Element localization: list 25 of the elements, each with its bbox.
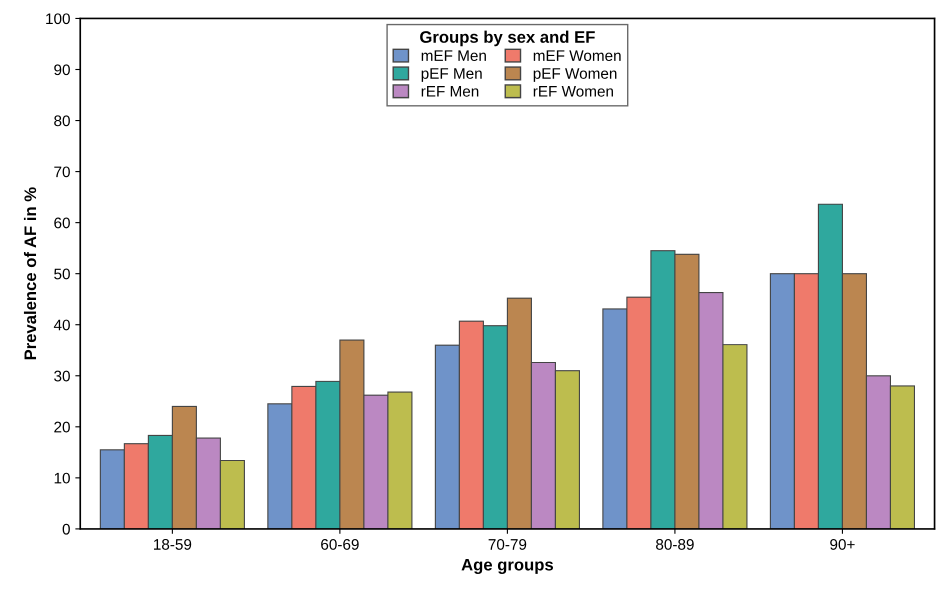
y-tick-label: 100 (46, 13, 70, 24)
legend-label: pEF Men (422, 68, 482, 82)
legend-label: rEF Women (534, 86, 613, 97)
y-tick-label: 70 (54, 166, 70, 178)
x-tick-label: 60-69 (321, 539, 359, 550)
x-tick-label: 70-79 (488, 539, 526, 550)
y-tick-label: 10 (54, 472, 70, 484)
legend-label: mEF Men (422, 50, 486, 62)
y-axis-title: Prevalence of AF in % (24, 187, 36, 360)
x-tick-label: 90+ (830, 539, 855, 550)
y-tick-label: 40 (54, 320, 70, 330)
y-tick-label: 50 (54, 268, 70, 280)
y-tick-label: 80 (54, 115, 70, 126)
y-tick-label: 20 (54, 422, 70, 432)
y-tick-label: 0 (62, 524, 70, 535)
x-tick-label: 18-59 (154, 539, 192, 550)
y-tick-label: 60 (54, 218, 70, 228)
y-tick-label: 90 (54, 64, 70, 76)
x-axis-title: Age groups (462, 558, 554, 574)
y-tick-label: 30 (54, 370, 70, 382)
x-tick-label: 80-89 (656, 539, 694, 550)
legend-title: Groups by sex and EF (420, 30, 595, 46)
legend-label: pEF Women (534, 68, 616, 82)
legend-label: rEF Men (422, 86, 478, 97)
legend-label: mEF Women (534, 50, 621, 62)
